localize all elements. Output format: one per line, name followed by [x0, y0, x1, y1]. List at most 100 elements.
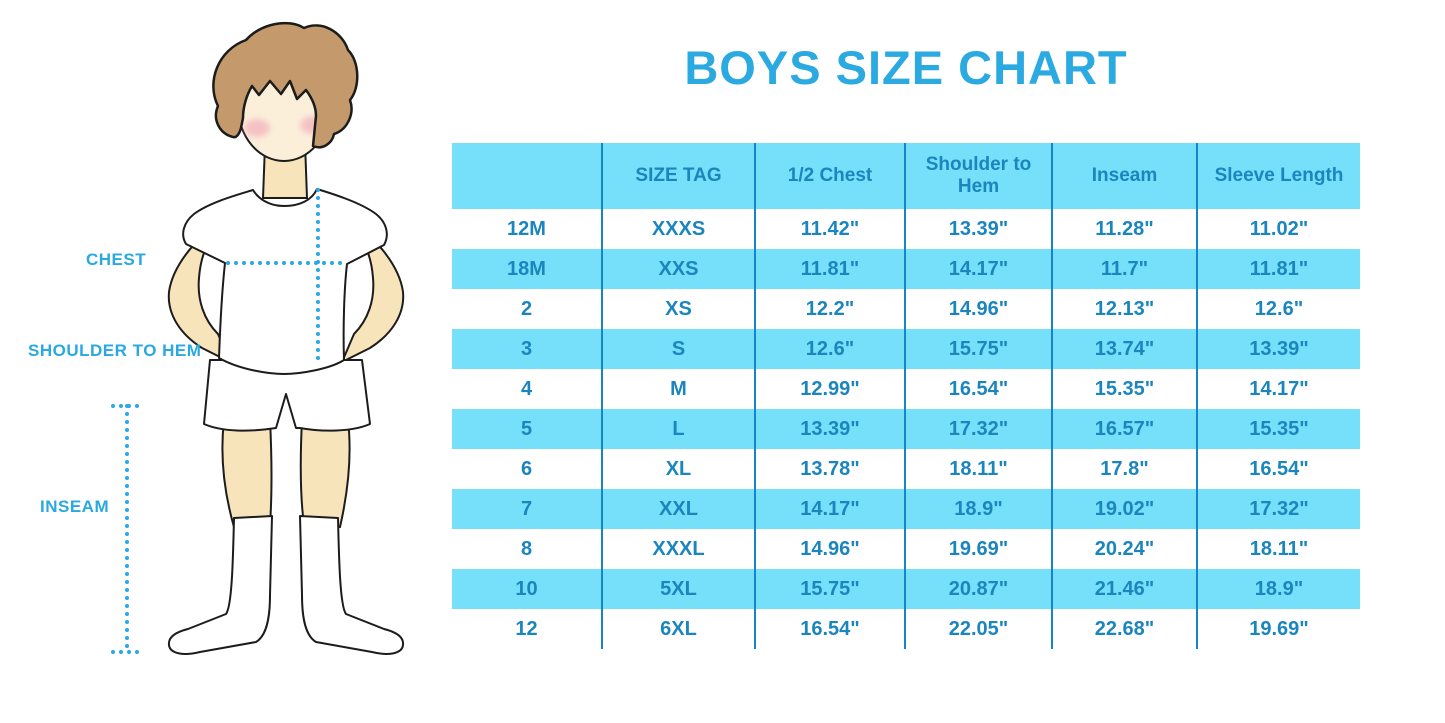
boy-figure-illustration — [111, 21, 405, 655]
header-cell-size-tag: SIZE TAG — [601, 143, 755, 209]
cell-half-chest: 12.6" — [754, 329, 905, 369]
table-row: 5 L 13.39" 17.32" 16.57" 15.35" — [452, 409, 1360, 449]
table-row: 6 XL 13.78" 18.11" 17.8" 16.54" — [452, 449, 1360, 489]
cell-sleeve-length: 13.39" — [1196, 329, 1360, 369]
cell-size: 2 — [452, 289, 602, 329]
page-title: BOYS SIZE CHART — [684, 41, 1128, 94]
cell-sleeve-length: 14.17" — [1196, 369, 1360, 409]
cell-size: 12 — [452, 609, 602, 649]
size-table: SIZE TAG 1/2 Chest Shoulder to Hem Insea… — [452, 143, 1360, 649]
cell-shoulder-to-hem: 16.54" — [904, 369, 1052, 409]
cell-size-tag: XS — [601, 289, 755, 329]
header-cell-sleeve-length: Sleeve Length — [1196, 143, 1360, 209]
inseam-label: INSEAM — [40, 497, 110, 516]
cell-size-tag: S — [601, 329, 755, 369]
table-row: 8 XXXL 14.96" 19.69" 20.24" 18.11" — [452, 529, 1360, 569]
cell-size: 10 — [452, 569, 602, 609]
table-row: 12 6XL 16.54" 22.05" 22.68" 19.69" — [452, 609, 1360, 649]
cell-shoulder-to-hem: 20.87" — [904, 569, 1052, 609]
cell-inseam: 12.13" — [1051, 289, 1197, 329]
cell-sleeve-length: 19.69" — [1196, 609, 1360, 649]
cell-inseam: 15.35" — [1051, 369, 1197, 409]
cell-inseam: 17.8" — [1051, 449, 1197, 489]
table-row: 7 XXL 14.17" 18.9" 19.02" 17.32" — [452, 489, 1360, 529]
header-cell-size — [452, 143, 602, 209]
right-leg — [299, 419, 351, 529]
cell-shoulder-to-hem: 14.17" — [904, 249, 1052, 289]
cell-inseam: 20.24" — [1051, 529, 1197, 569]
cell-size-tag: 6XL — [601, 609, 755, 649]
cell-sleeve-length: 12.6" — [1196, 289, 1360, 329]
cell-size-tag: XL — [601, 449, 755, 489]
size-table-body: 12M XXXS 11.42" 13.39" 11.28" 11.02" 18M… — [452, 209, 1360, 649]
cell-inseam: 19.02" — [1051, 489, 1197, 529]
hair — [212, 21, 359, 149]
header-cell-shoulder-to-hem: Shoulder to Hem — [904, 143, 1052, 209]
cell-sleeve-length: 15.35" — [1196, 409, 1360, 449]
t-shirt — [182, 188, 388, 375]
cell-half-chest: 12.99" — [754, 369, 905, 409]
table-row: 3 S 12.6" 15.75" 13.74" 13.39" — [452, 329, 1360, 369]
table-row: 18M XXS 11.81" 14.17" 11.7" 11.81" — [452, 249, 1360, 289]
cell-half-chest: 14.96" — [754, 529, 905, 569]
left-arm — [167, 235, 231, 363]
cell-inseam: 11.28" — [1051, 209, 1197, 249]
cell-size: 8 — [452, 529, 602, 569]
cell-inseam: 13.74" — [1051, 329, 1197, 369]
cell-size-tag: L — [601, 409, 755, 449]
cell-half-chest: 13.78" — [754, 449, 905, 489]
cell-size: 3 — [452, 329, 602, 369]
cell-size: 5 — [452, 409, 602, 449]
cell-inseam: 22.68" — [1051, 609, 1197, 649]
cell-size: 12M — [452, 209, 602, 249]
cell-inseam: 11.7" — [1051, 249, 1197, 289]
cell-size-tag: XXL — [601, 489, 755, 529]
cell-size-tag: XXXL — [601, 529, 755, 569]
cell-size-tag: M — [601, 369, 755, 409]
cell-sleeve-length: 11.81" — [1196, 249, 1360, 289]
cell-sleeve-length: 18.11" — [1196, 529, 1360, 569]
left-cheek — [244, 119, 270, 137]
size-table-header: SIZE TAG 1/2 Chest Shoulder to Hem Insea… — [452, 143, 1360, 209]
cell-half-chest: 13.39" — [754, 409, 905, 449]
cell-sleeve-length: 17.32" — [1196, 489, 1360, 529]
shoulder-to-hem-label: SHOULDER TO HEM — [28, 341, 202, 360]
cell-shoulder-to-hem: 15.75" — [904, 329, 1052, 369]
cell-shoulder-to-hem: 14.96" — [904, 289, 1052, 329]
cell-inseam: 21.46" — [1051, 569, 1197, 609]
cell-shoulder-to-hem: 18.11" — [904, 449, 1052, 489]
cell-size: 7 — [452, 489, 602, 529]
left-sock — [167, 515, 273, 655]
cell-shoulder-to-hem: 17.32" — [904, 409, 1052, 449]
cell-size-tag: XXXS — [601, 209, 755, 249]
table-row: 2 XS 12.2" 14.96" 12.13" 12.6" — [452, 289, 1360, 329]
cell-half-chest: 16.54" — [754, 609, 905, 649]
chest-label: CHEST — [86, 250, 147, 269]
right-sock — [299, 515, 405, 655]
header-row: SIZE TAG 1/2 Chest Shoulder to Hem Insea… — [452, 143, 1360, 209]
cell-shoulder-to-hem: 19.69" — [904, 529, 1052, 569]
header-cell-inseam: Inseam — [1051, 143, 1197, 209]
cell-shoulder-to-hem: 22.05" — [904, 609, 1052, 649]
cell-shoulder-to-hem: 13.39" — [904, 209, 1052, 249]
cell-sleeve-length: 18.9" — [1196, 569, 1360, 609]
cell-half-chest: 11.81" — [754, 249, 905, 289]
cell-half-chest: 14.17" — [754, 489, 905, 529]
cell-size-tag: 5XL — [601, 569, 755, 609]
cell-size: 18M — [452, 249, 602, 289]
cell-half-chest: 11.42" — [754, 209, 905, 249]
shorts — [203, 359, 371, 432]
cell-inseam: 16.57" — [1051, 409, 1197, 449]
cell-half-chest: 12.2" — [754, 289, 905, 329]
cell-size-tag: XXS — [601, 249, 755, 289]
right-arm — [341, 235, 405, 363]
table-row: 12M XXXS 11.42" 13.39" 11.28" 11.02" — [452, 209, 1360, 249]
cell-half-chest: 15.75" — [754, 569, 905, 609]
header-cell-half-chest: 1/2 Chest — [754, 143, 905, 209]
left-leg — [221, 419, 273, 529]
table-row: 4 M 12.99" 16.54" 15.35" 14.17" — [452, 369, 1360, 409]
cell-size: 6 — [452, 449, 602, 489]
table-row: 10 5XL 15.75" 20.87" 21.46" 18.9" — [452, 569, 1360, 609]
cell-size: 4 — [452, 369, 602, 409]
